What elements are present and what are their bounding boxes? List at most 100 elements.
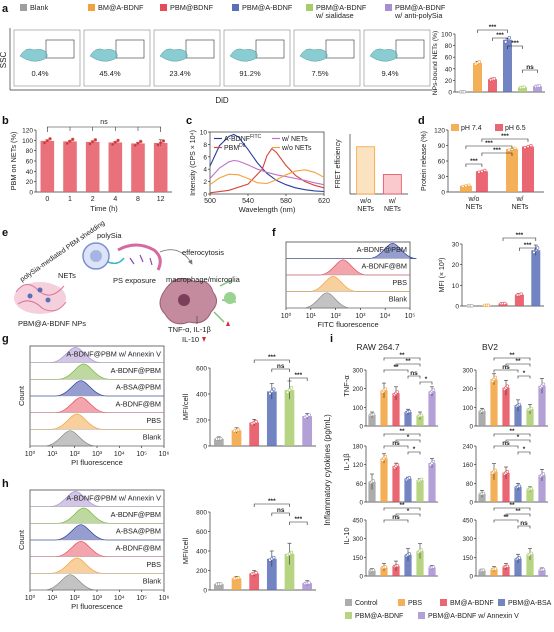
data-point xyxy=(407,409,412,414)
bar xyxy=(302,583,313,590)
i-row-label-il1b: IL-1β xyxy=(342,453,351,471)
y-tick-label: 80 xyxy=(445,43,453,50)
y-axis-label: FRET efficiency xyxy=(335,139,342,189)
data-point xyxy=(529,551,534,556)
data-point xyxy=(504,40,508,44)
y-tick-label: 90 xyxy=(438,143,446,150)
significance-label: *** xyxy=(268,354,276,361)
legend-label: w/o NETs xyxy=(281,145,312,152)
bar xyxy=(416,415,424,426)
bar xyxy=(231,430,242,446)
y-tick-label: 120 xyxy=(22,128,33,135)
i-ylabel: Inflammatory cytokines (pg/mL) xyxy=(323,414,332,526)
gate-rectangle xyxy=(185,39,215,59)
significance-label: ** xyxy=(515,358,521,365)
significance-label: * xyxy=(407,434,410,441)
significance-label: *** xyxy=(501,133,509,140)
y-axis-label: NPs-bound NETs (%) xyxy=(432,31,439,96)
legend-label: PBM@BDNF xyxy=(170,3,214,12)
legend-label: PBM@A-BDNF w/ anti-polySia xyxy=(394,3,446,20)
histogram-curve xyxy=(286,259,410,276)
bar xyxy=(213,438,224,446)
data-point xyxy=(383,565,388,569)
histogram-label: PBS xyxy=(146,560,161,569)
bar xyxy=(416,551,424,576)
y-axis-label: PBM on NETs (%) xyxy=(9,132,18,191)
significance-label: *** xyxy=(485,140,493,147)
x-tick-label: 0 xyxy=(45,196,49,203)
data-point xyxy=(529,144,533,148)
histogram-curve xyxy=(286,275,410,292)
legend-swatch xyxy=(345,599,352,606)
y-tick-label: 120 xyxy=(434,128,445,135)
y-tick-label: 600 xyxy=(196,529,207,536)
x-tick-label: 10⁴ xyxy=(114,451,125,458)
y-tick-label: 0 xyxy=(359,424,363,431)
bar xyxy=(266,391,277,446)
panel-letter-a: a xyxy=(2,3,9,15)
y-tick-label: 150 xyxy=(462,555,473,562)
panel-a-legend: Blank BM@A-BDNF PBM@BDNF PBM@A-BDNF PBM@A-BD… xyxy=(20,3,446,20)
histogram-curve xyxy=(30,346,164,364)
legend-label: A-BDNFFITC xyxy=(224,134,262,143)
significance-bracket xyxy=(383,433,421,437)
histogram-label: A-BSA@PBM xyxy=(116,527,161,536)
x-tick-label: 1 xyxy=(68,196,72,203)
legend-swatch xyxy=(345,612,352,619)
histogram-label: A-BDNF@BM xyxy=(361,262,407,271)
data-point xyxy=(477,60,481,64)
data-point xyxy=(537,84,541,88)
x-tick-label: 10² xyxy=(331,313,342,320)
bar xyxy=(502,387,510,426)
histogram-curve xyxy=(30,363,164,380)
x-tick-label: 8 xyxy=(136,196,140,203)
e-label-polysia: polySia xyxy=(97,231,122,240)
data-point xyxy=(522,85,526,89)
x-tick-label: 10¹ xyxy=(47,451,58,458)
histogram-curve xyxy=(30,557,164,574)
histogram-label: A-BDNF@PBM w/ Annexin V xyxy=(66,493,161,502)
data-point xyxy=(541,472,546,476)
x-tick-label: w/ xyxy=(516,196,524,203)
plot-frame xyxy=(209,131,325,195)
x-tick-label: 10⁵ xyxy=(136,595,147,602)
efferocytosis-arrow xyxy=(159,249,193,265)
series-line xyxy=(209,159,325,186)
data-point xyxy=(481,408,486,413)
bar xyxy=(416,480,424,502)
significance-bracket xyxy=(517,525,531,529)
significance-label: *** xyxy=(268,498,276,505)
bar xyxy=(514,294,524,306)
significance-label: * xyxy=(523,446,526,453)
significance-bracket xyxy=(407,375,421,379)
significance-bracket xyxy=(395,363,421,367)
y-tick-label: 0 xyxy=(203,192,207,199)
significance-bracket xyxy=(517,451,531,455)
significance-bracket xyxy=(507,45,523,49)
y-axis-label: Protein release (%) xyxy=(421,131,428,191)
significance-bracket xyxy=(505,513,531,517)
significance-label: ** xyxy=(399,352,405,359)
histogram-curve xyxy=(30,540,164,558)
significance-bracket xyxy=(477,29,508,33)
data-point xyxy=(523,145,527,150)
significance-bracket xyxy=(47,126,161,132)
chart-g-histograms: A-BDNF@PBM w/ Annexin V A-BDNF@PBM A-BSA@P… xyxy=(17,345,169,467)
data-point xyxy=(395,563,400,568)
up-arrow-icon xyxy=(226,321,230,326)
chart-f-bar: 0 10 20 30 MFI (× 10³) ****** xyxy=(439,232,544,311)
data-point xyxy=(517,484,522,488)
legend-swatch xyxy=(88,4,95,11)
data-point xyxy=(68,139,72,144)
e-label-nets: NETs xyxy=(58,271,76,280)
y-tick-label: 0 xyxy=(203,588,207,595)
x-tick-label: 500 xyxy=(204,198,216,205)
bar xyxy=(526,409,534,426)
data-point xyxy=(42,141,47,145)
data-point xyxy=(395,390,400,394)
nets-cluster xyxy=(14,282,67,314)
